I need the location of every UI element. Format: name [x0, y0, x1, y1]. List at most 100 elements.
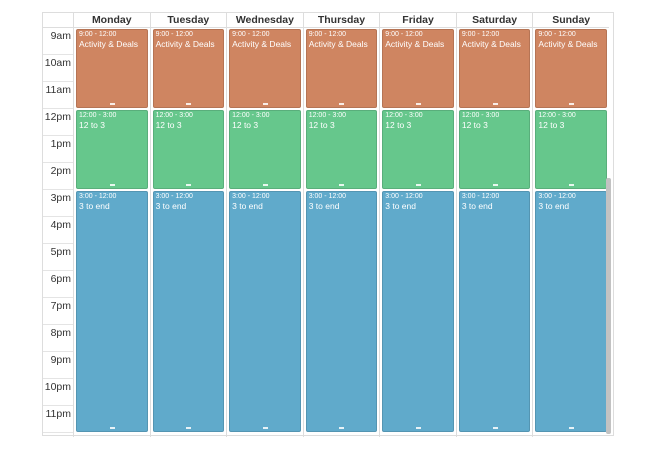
event-title: 3 to end — [232, 201, 263, 211]
day-column-tuesday[interactable]: 9:00 - 12:00 Activity & Deals 12:00 - 3:00… — [149, 27, 227, 437]
hour-label-1pm: 1pm — [43, 136, 73, 163]
event-title: Activity & Deals — [232, 39, 292, 49]
event-resize-handle[interactable] — [492, 103, 498, 105]
event-time: 9:00 - 12:00 — [461, 31, 500, 38]
event-time: 12:00 - 3:00 — [79, 112, 117, 119]
event-title: 12 to 3 — [538, 120, 565, 130]
event-time: 12:00 - 3:00 — [538, 112, 576, 119]
event-activity-deals-saturday[interactable]: 9:00 - 12:00 Activity & Deals — [458, 29, 531, 108]
event-3-to-end-tuesday[interactable]: 3:00 - 12:00 3 to end — [152, 191, 225, 432]
event-resize-handle[interactable] — [109, 103, 115, 105]
event-resize-handle[interactable] — [339, 184, 345, 186]
day-header-tuesday: Tuesday — [149, 13, 227, 27]
event-title: 3 to end — [155, 201, 187, 211]
event-title: 3 to end — [461, 201, 493, 211]
event-title: Activity & Deals — [385, 39, 445, 49]
event-time: 12:00 - 3:00 — [385, 112, 423, 119]
day-column-monday[interactable]: 9:00 - 12:00 Activity & Deals 12:00 - 3:00… — [73, 27, 150, 437]
event-time: 3:00 - 12:00 — [538, 193, 576, 200]
event-time: 12:00 - 3:00 — [155, 112, 193, 119]
event-12-to-3-sunday[interactable]: 12:00 - 3:00 12 to 3 — [535, 110, 607, 189]
event-title: 12 to 3 — [308, 120, 335, 130]
day-header-wednesday: Wednesday — [226, 13, 303, 27]
day-column-saturday[interactable]: 9:00 - 12:00 Activity & Deals 12:00 - 3:00… — [455, 27, 533, 437]
event-time: 9:00 - 12:00 — [79, 31, 117, 38]
hour-label-8pm: 8pm — [43, 325, 73, 352]
event-resize-handle[interactable] — [492, 184, 498, 186]
event-12-to-3-wednesday[interactable]: 12:00 - 3:00 12 to 3 — [229, 110, 301, 189]
event-time: 3:00 - 12:00 — [461, 193, 500, 200]
day-header-sunday: Sunday — [532, 13, 609, 27]
event-resize-handle[interactable] — [262, 184, 268, 186]
event-title: 3 to end — [538, 201, 570, 211]
day-header-friday: Friday — [379, 13, 456, 27]
event-resize-handle[interactable] — [569, 427, 575, 429]
event-resize-handle[interactable] — [186, 103, 192, 105]
event-title: 3 to end — [385, 201, 416, 211]
event-resize-handle[interactable] — [569, 184, 575, 186]
event-12-to-3-tuesday[interactable]: 12:00 - 3:00 12 to 3 — [152, 110, 225, 189]
event-title: Activity & Deals — [461, 39, 521, 49]
event-12-to-3-thursday[interactable]: 12:00 - 3:00 12 to 3 — [305, 110, 378, 189]
time-gutter: 9am 10am 11am 12pm 1pm 2pm 3pm 4pm 5pm 6pm 7pm 8pm 9… — [43, 27, 73, 437]
event-time: 12:00 - 3:00 — [232, 112, 270, 119]
event-12-to-3-monday[interactable]: 12:00 - 3:00 12 to 3 — [76, 110, 148, 189]
event-title: Activity & Deals — [79, 39, 139, 49]
event-activity-deals-wednesday[interactable]: 9:00 - 12:00 Activity & Deals — [229, 29, 301, 108]
day-header-monday: Monday — [73, 13, 150, 27]
event-title: 12 to 3 — [385, 120, 412, 130]
event-resize-handle[interactable] — [569, 103, 575, 105]
event-resize-handle[interactable] — [186, 427, 192, 429]
event-resize-handle[interactable] — [262, 103, 268, 105]
event-3-to-end-saturday[interactable]: 3:00 - 12:00 3 to end — [458, 191, 531, 432]
event-resize-handle[interactable] — [186, 184, 192, 186]
event-time: 9:00 - 12:00 — [385, 31, 423, 38]
day-column-wednesday[interactable]: 9:00 - 12:00 Activity & Deals 12:00 - 3:00… — [226, 27, 303, 437]
event-time: 3:00 - 12:00 — [232, 193, 270, 200]
event-3-to-end-thursday[interactable]: 3:00 - 12:00 3 to end — [305, 191, 378, 432]
hour-label-11am: 11am — [43, 82, 73, 109]
hour-label-11pm: 11pm — [43, 406, 73, 433]
event-resize-handle[interactable] — [339, 103, 345, 105]
event-resize-handle[interactable] — [416, 184, 422, 186]
event-3-to-end-wednesday[interactable]: 3:00 - 12:00 3 to end — [229, 191, 301, 432]
event-time: 3:00 - 12:00 — [308, 193, 347, 200]
event-activity-deals-thursday[interactable]: 9:00 - 12:00 Activity & Deals — [305, 29, 378, 108]
event-12-to-3-friday[interactable]: 12:00 - 3:00 12 to 3 — [382, 110, 454, 189]
event-time: 12:00 - 3:00 — [308, 112, 347, 119]
event-activity-deals-sunday[interactable]: 9:00 - 12:00 Activity & Deals — [535, 29, 607, 108]
event-time: 9:00 - 12:00 — [538, 31, 576, 38]
event-activity-deals-tuesday[interactable]: 9:00 - 12:00 Activity & Deals — [152, 29, 225, 108]
hour-label-4pm: 4pm — [43, 217, 73, 244]
event-3-to-end-friday[interactable]: 3:00 - 12:00 3 to end — [382, 191, 454, 432]
event-time: 12:00 - 3:00 — [461, 112, 500, 119]
event-resize-handle[interactable] — [492, 427, 498, 429]
event-title: 12 to 3 — [232, 120, 259, 130]
event-resize-handle[interactable] — [262, 427, 268, 429]
event-title: 3 to end — [79, 201, 110, 211]
event-activity-deals-monday[interactable]: 9:00 - 12:00 Activity & Deals — [76, 29, 148, 108]
day-header-thursday: Thursday — [302, 13, 380, 27]
day-column-thursday[interactable]: 9:00 - 12:00 Activity & Deals 12:00 - 3:00… — [302, 27, 380, 437]
event-time: 9:00 - 12:00 — [308, 31, 347, 38]
vertical-scrollbar[interactable] — [606, 178, 611, 434]
event-resize-handle[interactable] — [109, 427, 115, 429]
event-3-to-end-sunday[interactable]: 3:00 - 12:00 3 to end — [535, 191, 607, 432]
event-time: 3:00 - 12:00 — [155, 193, 193, 200]
hour-label-2pm: 2pm — [43, 163, 73, 190]
day-column-sunday[interactable]: 9:00 - 12:00 Activity & Deals 12:00 - 3:00… — [532, 27, 609, 437]
day-header-saturday: Saturday — [455, 13, 533, 27]
event-time: 3:00 - 12:00 — [79, 193, 117, 200]
event-12-to-3-saturday[interactable]: 12:00 - 3:00 12 to 3 — [458, 110, 531, 189]
event-3-to-end-monday[interactable]: 3:00 - 12:00 3 to end — [76, 191, 148, 432]
day-column-friday[interactable]: 9:00 - 12:00 Activity & Deals 12:00 - 3:00… — [379, 27, 456, 437]
event-title: 12 to 3 — [79, 120, 105, 130]
event-title: Activity & Deals — [538, 39, 598, 49]
event-resize-handle[interactable] — [339, 427, 345, 429]
event-resize-handle[interactable] — [109, 184, 115, 186]
event-activity-deals-friday[interactable]: 9:00 - 12:00 Activity & Deals — [382, 29, 454, 108]
event-resize-handle[interactable] — [416, 103, 422, 105]
event-resize-handle[interactable] — [416, 427, 422, 429]
hour-label-9am: 9am — [43, 28, 73, 55]
hour-label-3pm: 3pm — [43, 190, 73, 217]
